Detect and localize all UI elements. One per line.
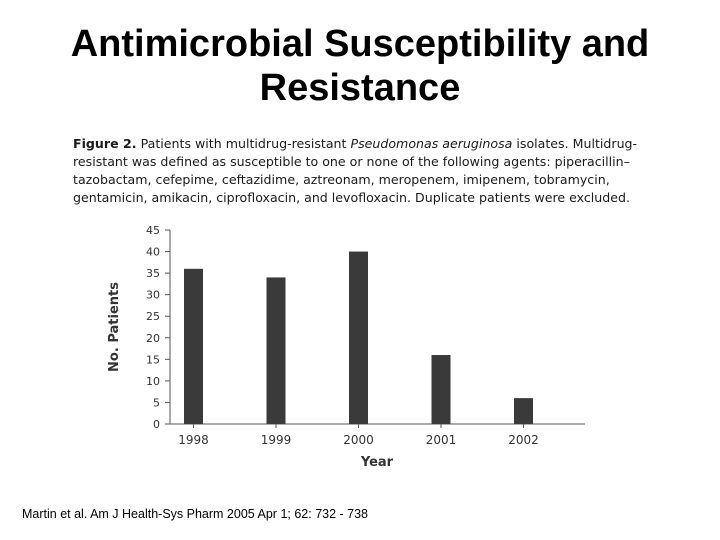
y-tick-label: 45 [146,224,160,237]
slide-title: Antimicrobial Susceptibility and Resista… [70,23,650,109]
organism-name: Pseudomonas aeruginosa [350,136,513,151]
figure-caption: Figure 2. Patients with multidrug-resist… [73,135,663,207]
y-tick-label: 0 [153,418,160,431]
y-tick-label: 5 [153,396,160,409]
y-tick-label: 20 [146,332,160,345]
bar-1998 [184,268,203,424]
bar-2001 [431,355,451,424]
caption-text-post: isolates. Multidrug-resistant was define… [73,136,638,205]
citation: Martin et al. Am J Health-Sys Pharm 2005… [22,507,369,521]
y-tick-label: 25 [146,310,160,323]
bar-1999 [266,277,286,424]
x-tick-label: 2001 [426,433,457,447]
y-tick-label: 40 [146,246,160,259]
y-tick-label: 15 [146,353,160,366]
bar-2002 [514,398,533,424]
figure-label: Figure 2. [73,136,137,151]
y-tick-label: 10 [146,375,160,388]
bar-2000 [349,251,368,424]
x-tick-label: 2000 [343,433,374,447]
y-tick-label: 30 [146,289,160,302]
x-axis-label: Year [360,455,394,470]
caption-text-pre: Patients with multidrug-resistant [136,136,351,151]
y-axis-label: No. Patients [107,282,122,372]
x-tick-label: 2002 [508,433,539,447]
x-tick-label: 1998 [178,433,209,447]
x-tick-label: 1999 [261,433,292,447]
y-tick-label: 35 [146,267,160,280]
